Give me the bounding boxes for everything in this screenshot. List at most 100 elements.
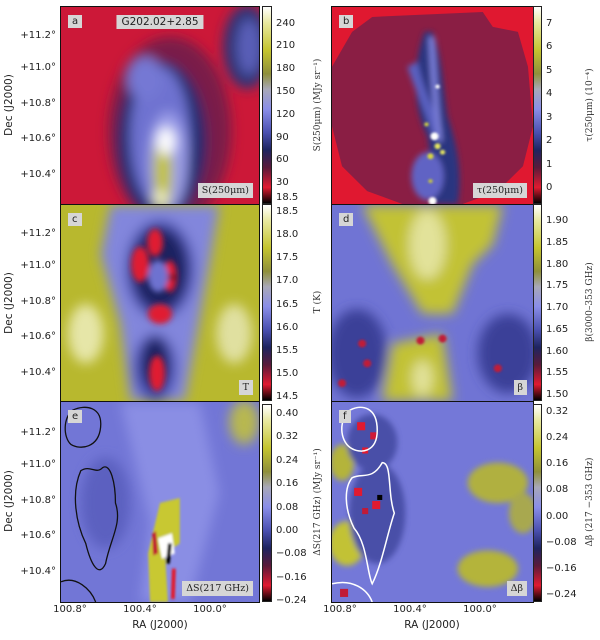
dec-tick: +11.0° — [20, 260, 56, 271]
dec-tick: +11.2° — [20, 228, 56, 239]
colorbar-tick-label: 7 — [546, 18, 553, 29]
colorbar-tick-label: 240 — [276, 18, 296, 29]
panel-quantity-label: Δβ — [506, 581, 527, 596]
colorbar-tick-label: 210 — [276, 40, 296, 51]
colorbar-tick-label: 17.0 — [276, 275, 299, 287]
colorbar-d — [533, 204, 542, 401]
colorbar-tick-label: 1.80 — [546, 258, 569, 270]
colorbar-tick-label: −0.16 — [276, 571, 307, 583]
tau250-map-image — [332, 7, 533, 204]
colorbar-e-label: ΔS(217 GHz) (MJy sr⁻¹) — [313, 448, 323, 556]
colorbar-tick-label: −0.08 — [546, 536, 577, 548]
colorbar-tick-label: 6 — [546, 41, 553, 53]
colorbar-tick-label: 0.08 — [546, 484, 569, 496]
colorbar-tick-label: 18.5 — [276, 206, 299, 217]
panel-a-map: a G202.02+2.85 S(250μm) — [60, 6, 260, 205]
beta-map-image — [332, 205, 533, 401]
colorbar-tick-label: 0 — [546, 182, 553, 193]
colorbar-b — [533, 6, 542, 204]
colorbar-tick-label: 30 — [276, 177, 289, 188]
colorbar-tick-label: 3 — [546, 111, 553, 123]
colorbar-e — [262, 404, 272, 602]
colorbar-tick-label: 90 — [276, 132, 289, 143]
dec-tick: +10.8° — [20, 495, 56, 506]
panel-letter: f — [339, 410, 351, 423]
colorbar-tick-label: 0.24 — [546, 432, 569, 444]
dec-tick: +10.4° — [20, 566, 56, 577]
panel-d-map: d β — [331, 204, 534, 402]
colorbar-b-label: τ(250μm) (10⁻⁴) — [585, 68, 595, 142]
panel-letter: a — [68, 15, 83, 28]
dec-tick: +10.6° — [20, 530, 56, 541]
temperature-map-image — [61, 205, 259, 401]
panel-quantity-label: β — [513, 380, 527, 395]
colorbar-tick-label: 1.85 — [546, 236, 569, 248]
ra-tick: 100.4° — [123, 604, 157, 615]
colorbar-tick-label: 2 — [546, 135, 553, 147]
colorbar-c-label: T (K) — [313, 290, 323, 314]
colorbar-tick-label: 0.32 — [546, 406, 569, 417]
dec-tick: +10.6° — [20, 133, 56, 144]
ra-tick: 100.0° — [463, 604, 497, 615]
colorbar-tick-label: 60 — [276, 154, 289, 165]
ra-tick: 100.0° — [193, 604, 227, 615]
colorbar-tick-label: 18.0 — [276, 229, 299, 241]
colorbar-tick-label: 1.50 — [546, 389, 569, 400]
panel-letter: e — [68, 410, 83, 423]
colorbar-d-label: β(3000–353 GHz) — [585, 262, 595, 342]
ra-tick: 100.4° — [393, 604, 427, 615]
panel-c-map: c T — [60, 204, 260, 402]
colorbar-tick-label: 0.24 — [276, 454, 299, 466]
colorbar-tick-label: 0.16 — [276, 478, 299, 490]
colorbar-tick-label: 18.5 — [276, 192, 299, 203]
colorbar-tick-label: 0.00 — [546, 510, 569, 522]
colorbar-tick-label: 120 — [276, 109, 296, 120]
colorbar-tick-label: 1.65 — [546, 323, 569, 335]
panel-letter: b — [339, 15, 354, 28]
colorbar-tick-label: 15.5 — [276, 344, 299, 356]
region-title: G202.02+2.85 — [116, 15, 204, 29]
panel-quantity-label: S(250μm) — [197, 183, 253, 198]
colorbar-tick-label: 4 — [546, 88, 553, 100]
colorbar-tick-label: −0.24 — [276, 595, 307, 606]
colorbar-tick-label: 16.5 — [276, 298, 299, 310]
colorbar-tick-label: 0.00 — [276, 524, 299, 536]
s250-map-image — [61, 7, 259, 204]
colorbar-tick-label: 1.55 — [546, 367, 569, 379]
colorbar-tick-label: 1.70 — [546, 302, 569, 313]
colorbar-tick-label: −0.08 — [276, 548, 307, 560]
panel-quantity-label: T — [238, 380, 253, 395]
colorbar-f — [533, 404, 542, 602]
colorbar-a-label: S(250μm) (MJy sr⁻¹) — [313, 58, 323, 152]
colorbar-tick-label: 150 — [276, 86, 296, 97]
colorbar-tick-label: 1.75 — [546, 280, 569, 292]
contour-lines — [332, 406, 396, 602]
panel-b-map: b τ(250μm) — [331, 6, 534, 205]
ra-tick: 100.8° — [323, 604, 357, 615]
colorbar-tick-label: 180 — [276, 63, 296, 74]
dec-tick: +10.8° — [20, 296, 56, 307]
dec-tick: +10.4° — [20, 169, 56, 180]
contour-lines — [61, 406, 119, 602]
delta-beta-map-image — [332, 402, 533, 602]
colorbar-tick-label: −0.24 — [546, 589, 577, 600]
panel-letter: d — [339, 213, 354, 226]
colorbar-tick-label: 17.5 — [276, 252, 299, 264]
colorbar-tick-label: 1.90 — [546, 215, 569, 226]
colorbar-tick-label: 0.08 — [276, 501, 299, 513]
panel-quantity-label: τ(250μm) — [473, 183, 527, 198]
colorbar-tick-label: 14.5 — [276, 391, 299, 402]
colorbar-tick-label: 16.0 — [276, 321, 299, 333]
panel-f-map: f Δβ — [331, 401, 534, 603]
colorbar-f-label: Δβ (217 −353 GHz) — [585, 457, 595, 547]
colorbar-tick-label: −0.16 — [546, 562, 577, 574]
colorbar-c — [262, 204, 272, 401]
colorbar-tick-label: 15.0 — [276, 367, 299, 379]
ra-axis-label: RA (J2000) — [404, 619, 460, 631]
dec-tick: +11.2° — [20, 427, 56, 438]
dec-tick: +11.0° — [20, 62, 56, 73]
colorbar-tick-label: 1.60 — [546, 345, 569, 357]
colorbar-tick-label: 0.16 — [546, 458, 569, 470]
ra-axis-label: RA (J2000) — [132, 619, 188, 631]
dec-tick: +10.4° — [20, 367, 56, 378]
